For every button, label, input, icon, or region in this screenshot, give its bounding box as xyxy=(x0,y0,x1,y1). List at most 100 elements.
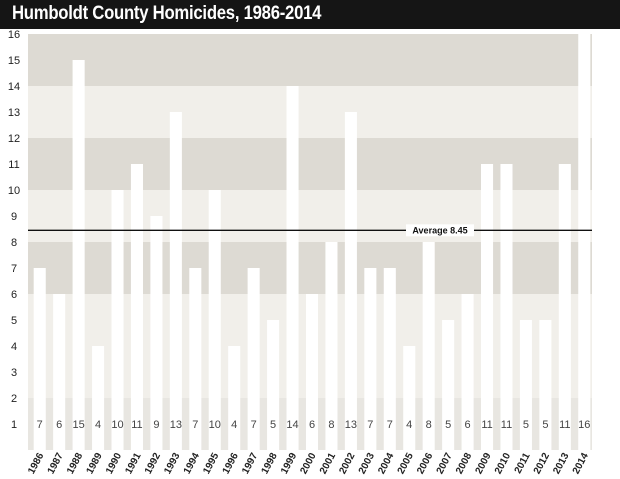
bar xyxy=(267,320,280,450)
bar xyxy=(208,190,221,450)
background-band xyxy=(28,86,592,138)
background-band xyxy=(28,138,592,190)
data-label: 7 xyxy=(37,419,43,431)
x-tick-label: 1989 xyxy=(85,451,105,476)
bar xyxy=(344,112,357,450)
background-band xyxy=(28,34,592,86)
y-tick-label: 3 xyxy=(11,367,17,379)
x-tick-label: 1995 xyxy=(201,451,221,476)
bar xyxy=(247,268,260,450)
data-label: 4 xyxy=(406,419,412,431)
data-label: 6 xyxy=(56,419,62,431)
bar xyxy=(72,60,85,450)
x-tick-label: 2013 xyxy=(551,451,571,476)
data-label: 4 xyxy=(231,419,237,431)
x-tick-label: 1996 xyxy=(221,451,241,476)
data-label: 11 xyxy=(131,419,142,431)
bar xyxy=(519,320,532,450)
x-tick-label: 1987 xyxy=(46,451,66,476)
y-tick-label: 4 xyxy=(11,341,17,353)
bar xyxy=(228,346,241,450)
y-tick-label: 16 xyxy=(8,29,20,41)
data-label: 6 xyxy=(465,419,471,431)
y-tick-label: 8 xyxy=(11,237,17,249)
x-tick-label: 1994 xyxy=(182,451,202,476)
x-tick-label: 2014 xyxy=(571,451,591,476)
x-tick-label: 2009 xyxy=(474,451,494,476)
y-tick-label: 13 xyxy=(8,107,20,119)
title-bar: Humboldt County Homicides, 1986-2014 xyxy=(0,0,620,29)
x-tick-label: 2006 xyxy=(415,451,435,476)
y-tick-label: 5 xyxy=(11,315,17,327)
data-label: 7 xyxy=(251,419,257,431)
x-tick-label: 2001 xyxy=(318,451,338,476)
bar xyxy=(422,242,435,450)
y-tick-label: 11 xyxy=(8,159,19,171)
data-label: 15 xyxy=(72,419,84,431)
bar xyxy=(500,164,513,450)
data-label: 7 xyxy=(387,419,393,431)
x-tick-label: 2012 xyxy=(532,451,552,476)
data-label: 11 xyxy=(481,419,492,431)
x-tick-label: 1988 xyxy=(65,451,85,476)
average-label-bg xyxy=(406,224,474,237)
y-tick-label: 1 xyxy=(11,419,17,431)
x-tick-label: 2007 xyxy=(435,451,455,476)
y-tick-label: 9 xyxy=(11,211,17,223)
chart-title: Humboldt County Homicides, 1986-2014 xyxy=(12,3,322,24)
data-label: 4 xyxy=(95,419,101,431)
y-tick-label: 6 xyxy=(11,289,17,301)
bar xyxy=(578,34,591,450)
x-tick-label: 2005 xyxy=(396,451,416,476)
data-label: 13 xyxy=(170,419,182,431)
data-label: 11 xyxy=(559,419,570,431)
bar xyxy=(442,320,455,450)
x-tick-label: 1991 xyxy=(123,451,143,476)
bar xyxy=(325,242,338,450)
y-tick-label: 14 xyxy=(8,81,20,93)
y-tick-label: 2 xyxy=(11,393,17,405)
data-label: 8 xyxy=(328,419,334,431)
data-label: 5 xyxy=(542,419,548,431)
x-tick-label: 2004 xyxy=(376,451,396,476)
bar xyxy=(403,346,416,450)
bar xyxy=(111,190,124,450)
bar xyxy=(169,112,182,450)
data-label: 10 xyxy=(111,419,123,431)
bar xyxy=(130,164,143,450)
bar xyxy=(383,268,396,450)
x-tick-label: 2000 xyxy=(298,451,318,476)
bar xyxy=(92,346,105,450)
bar xyxy=(558,164,571,450)
y-tick-label: 15 xyxy=(8,55,20,67)
data-label: 7 xyxy=(192,419,198,431)
y-tick-label: 10 xyxy=(8,185,20,197)
bar xyxy=(189,268,202,450)
x-tick-label: 2011 xyxy=(513,451,533,476)
data-label: 7 xyxy=(367,419,373,431)
bar xyxy=(481,164,494,450)
data-label: 5 xyxy=(270,419,276,431)
data-label: 16 xyxy=(578,419,590,431)
x-tick-label: 1997 xyxy=(240,451,260,476)
data-label: 5 xyxy=(523,419,529,431)
data-label: 11 xyxy=(501,419,512,431)
data-label: 10 xyxy=(209,419,221,431)
data-label: 5 xyxy=(445,419,451,431)
data-label: 9 xyxy=(153,419,159,431)
y-tick-label: 7 xyxy=(11,263,17,275)
y-tick-label: 12 xyxy=(8,133,20,145)
bar xyxy=(53,294,66,450)
data-label: 6 xyxy=(309,419,315,431)
x-tick-label: 2002 xyxy=(337,451,357,476)
x-tick-label: 1990 xyxy=(104,451,124,476)
x-tick-label: 1998 xyxy=(260,451,280,476)
data-label: 8 xyxy=(426,419,432,431)
average-label: Average 8.45 xyxy=(412,225,467,235)
x-tick-label: 1999 xyxy=(279,451,299,476)
x-tick-label: 2008 xyxy=(454,451,474,476)
bar xyxy=(461,294,474,450)
y-axis-area xyxy=(0,34,28,450)
